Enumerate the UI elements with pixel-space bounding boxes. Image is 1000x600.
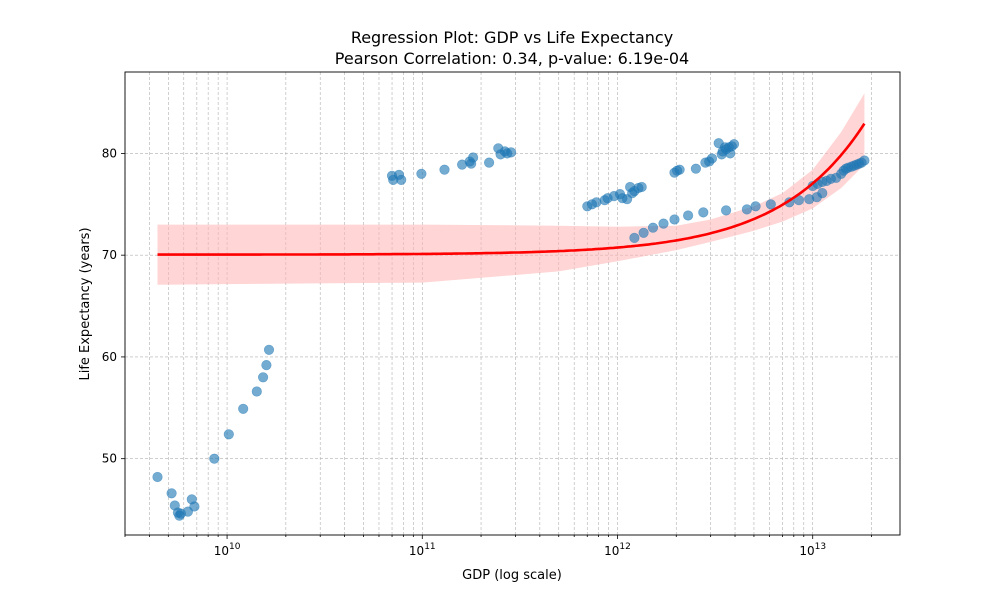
data-point xyxy=(152,471,163,483)
data-point xyxy=(674,164,685,175)
data-point xyxy=(669,214,680,225)
y-tick-label: 70 xyxy=(102,248,117,262)
regression-line xyxy=(157,122,866,256)
confidence-band xyxy=(157,93,865,285)
data-point xyxy=(658,218,669,229)
data-point xyxy=(468,152,479,163)
y-axis-label: Life Expectancy (years) xyxy=(78,227,93,380)
data-point xyxy=(750,201,761,212)
data-point xyxy=(263,344,275,355)
x-tick-label: 1010 xyxy=(214,542,241,558)
data-point xyxy=(682,210,694,221)
scatter-points xyxy=(152,138,870,521)
y-tick-label: 80 xyxy=(102,146,117,160)
tick-labels: 50 60 70 80 1010 1011 1012 1013 xyxy=(102,146,826,558)
confidence-band-layer xyxy=(157,93,865,285)
data-point xyxy=(484,157,495,168)
x-axis-label: GDP (log scale) xyxy=(462,568,562,583)
data-point xyxy=(223,429,234,440)
data-point xyxy=(166,488,177,499)
x-tick-label: 1011 xyxy=(409,542,436,558)
data-point xyxy=(698,207,709,218)
data-point xyxy=(396,174,407,185)
data-point xyxy=(238,403,249,414)
data-point xyxy=(189,501,200,512)
data-point xyxy=(817,188,828,199)
data-point xyxy=(439,164,450,175)
data-point xyxy=(258,372,269,383)
data-point xyxy=(209,453,220,464)
data-point xyxy=(251,386,262,397)
data-point xyxy=(720,205,732,216)
data-point xyxy=(728,139,740,150)
plot-frame xyxy=(124,71,901,536)
data-point xyxy=(506,147,517,158)
data-point xyxy=(261,360,272,371)
data-point xyxy=(706,153,718,164)
regression-line-layer xyxy=(157,122,866,256)
data-point xyxy=(647,222,659,233)
grid-layer xyxy=(124,72,900,535)
data-point xyxy=(690,163,702,174)
data-point xyxy=(629,232,640,243)
data-point xyxy=(741,204,753,215)
data-point xyxy=(638,227,649,238)
data-point xyxy=(636,181,647,193)
x-tick-label: 1012 xyxy=(604,542,631,558)
data-point xyxy=(416,168,427,179)
x-tick-label: 1013 xyxy=(799,542,826,558)
axes xyxy=(121,71,901,539)
chart-title: Regression Plot: GDP vs Life Expectancy xyxy=(351,28,673,47)
chart-subtitle: Pearson Correlation: 0.34, p-value: 6.19… xyxy=(335,49,689,68)
y-tick-label: 50 xyxy=(102,452,117,466)
data-point xyxy=(859,155,870,166)
data-point xyxy=(765,199,776,210)
y-tick-label: 60 xyxy=(102,350,117,364)
